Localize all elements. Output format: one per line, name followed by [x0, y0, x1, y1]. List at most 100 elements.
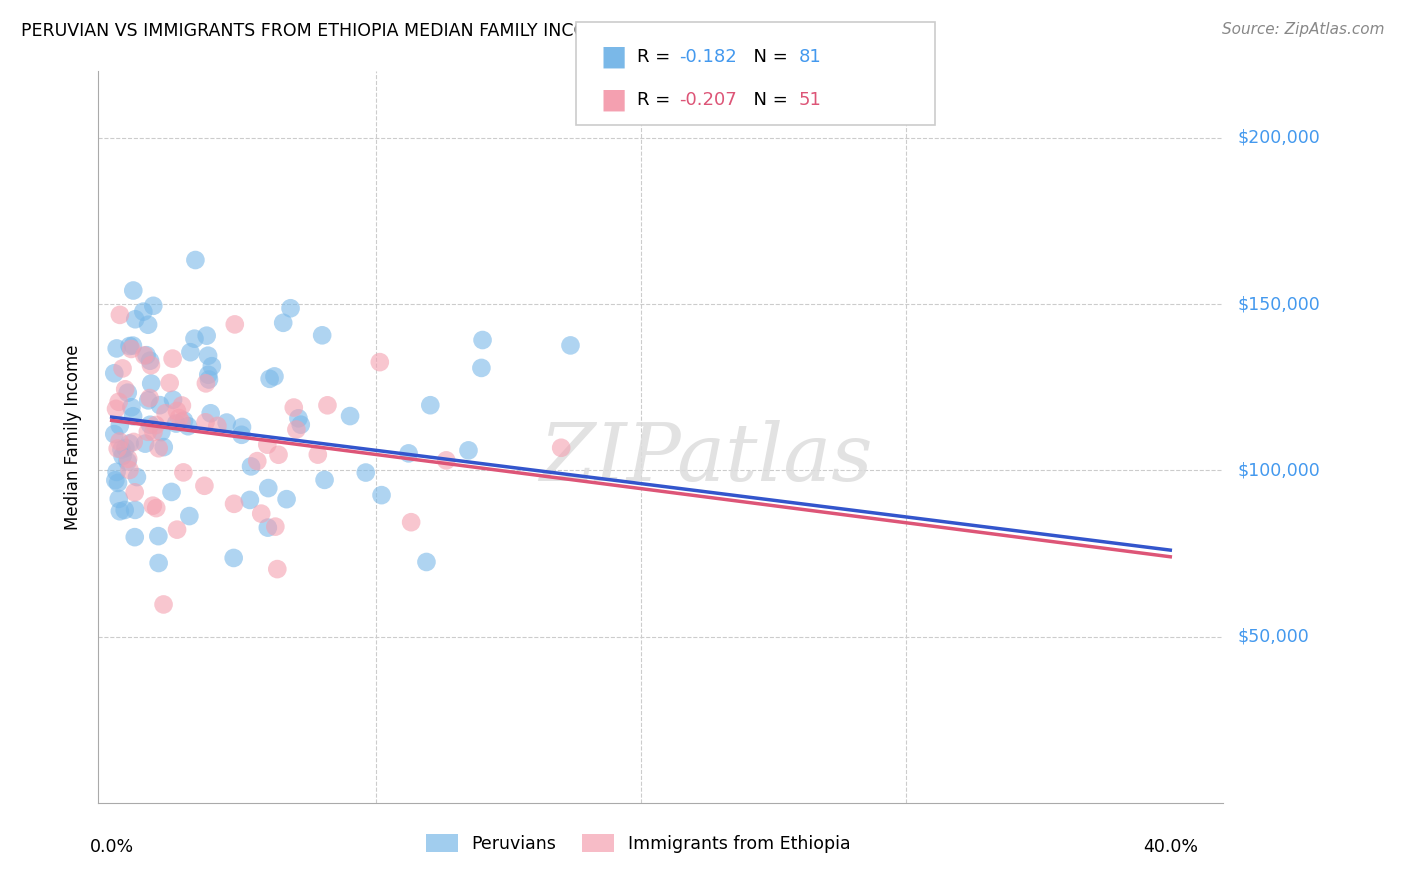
Point — [434, 453, 457, 467]
Text: -0.182: -0.182 — [679, 48, 737, 66]
Text: 51: 51 — [799, 91, 821, 109]
Point — [207, 418, 229, 433]
Point — [107, 491, 129, 506]
Point — [179, 509, 201, 524]
Point — [276, 492, 298, 507]
Point — [173, 414, 195, 428]
Point — [149, 398, 172, 412]
Text: N =: N = — [742, 48, 794, 66]
Point — [142, 499, 165, 513]
Point — [239, 492, 262, 507]
Point — [419, 398, 441, 412]
Point — [271, 316, 294, 330]
Point — [122, 434, 145, 449]
Point — [135, 348, 157, 362]
Point — [222, 497, 245, 511]
Point — [114, 503, 136, 517]
Point — [124, 503, 146, 517]
Point — [470, 360, 492, 375]
Point — [124, 312, 146, 326]
Text: $150,000: $150,000 — [1237, 295, 1320, 313]
Y-axis label: Median Family Income: Median Family Income — [65, 344, 83, 530]
Point — [134, 348, 156, 362]
Point — [120, 401, 142, 415]
Point — [259, 372, 281, 386]
Point — [134, 436, 156, 450]
Point — [118, 436, 141, 450]
Point — [339, 409, 361, 423]
Point — [108, 504, 131, 518]
Point — [107, 442, 129, 456]
Text: R =: R = — [637, 91, 676, 109]
Point — [107, 394, 129, 409]
Point — [314, 473, 336, 487]
Point — [152, 440, 174, 454]
Point — [122, 338, 145, 352]
Point — [132, 304, 155, 318]
Point — [103, 427, 125, 442]
Text: $50,000: $50,000 — [1237, 628, 1309, 646]
Point — [224, 318, 246, 332]
Point — [152, 598, 174, 612]
Point — [231, 420, 253, 434]
Point — [290, 417, 312, 432]
Point — [198, 372, 221, 386]
Point — [118, 463, 141, 477]
Point — [104, 473, 127, 487]
Point — [136, 425, 159, 439]
Point — [124, 485, 146, 500]
Point — [266, 562, 288, 576]
Text: -0.207: -0.207 — [679, 91, 737, 109]
Point — [256, 437, 278, 451]
Point — [250, 507, 273, 521]
Point — [138, 391, 160, 405]
Point — [108, 308, 131, 322]
Point — [195, 328, 218, 343]
Point — [145, 501, 167, 516]
Point — [398, 446, 420, 460]
Point — [222, 551, 245, 566]
Point — [368, 355, 391, 369]
Point — [103, 366, 125, 380]
Point — [167, 411, 190, 425]
Point — [125, 470, 148, 484]
Point — [155, 406, 177, 420]
Point — [108, 418, 131, 433]
Point — [159, 376, 181, 390]
Point — [160, 485, 183, 500]
Point — [110, 442, 132, 457]
Point — [122, 284, 145, 298]
Point — [200, 406, 222, 420]
Text: ■: ■ — [600, 86, 627, 114]
Point — [550, 441, 572, 455]
Point — [263, 369, 285, 384]
Point — [560, 338, 582, 352]
Point — [257, 481, 280, 495]
Point — [142, 299, 165, 313]
Point — [240, 459, 263, 474]
Point — [111, 361, 134, 376]
Point — [471, 333, 494, 347]
Point — [231, 427, 253, 442]
Point — [264, 519, 287, 533]
Legend: Peruvians, Immigrants from Ethiopia: Peruvians, Immigrants from Ethiopia — [419, 827, 858, 860]
Text: ■: ■ — [600, 43, 627, 70]
Point — [215, 416, 238, 430]
Text: R =: R = — [637, 48, 676, 66]
Point — [457, 443, 479, 458]
Point — [194, 376, 217, 391]
Point — [399, 515, 422, 529]
Point — [139, 358, 162, 372]
Point — [197, 349, 219, 363]
Point — [122, 409, 145, 424]
Point — [370, 488, 392, 502]
Point — [117, 454, 139, 468]
Text: PERUVIAN VS IMMIGRANTS FROM ETHIOPIA MEDIAN FAMILY INCOME CORRELATION CHART: PERUVIAN VS IMMIGRANTS FROM ETHIOPIA MED… — [21, 22, 807, 40]
Point — [354, 466, 377, 480]
Point — [170, 415, 193, 429]
Point — [256, 520, 278, 534]
Point — [105, 342, 128, 356]
Point — [107, 475, 129, 490]
Point — [105, 465, 128, 479]
Text: N =: N = — [742, 91, 794, 109]
